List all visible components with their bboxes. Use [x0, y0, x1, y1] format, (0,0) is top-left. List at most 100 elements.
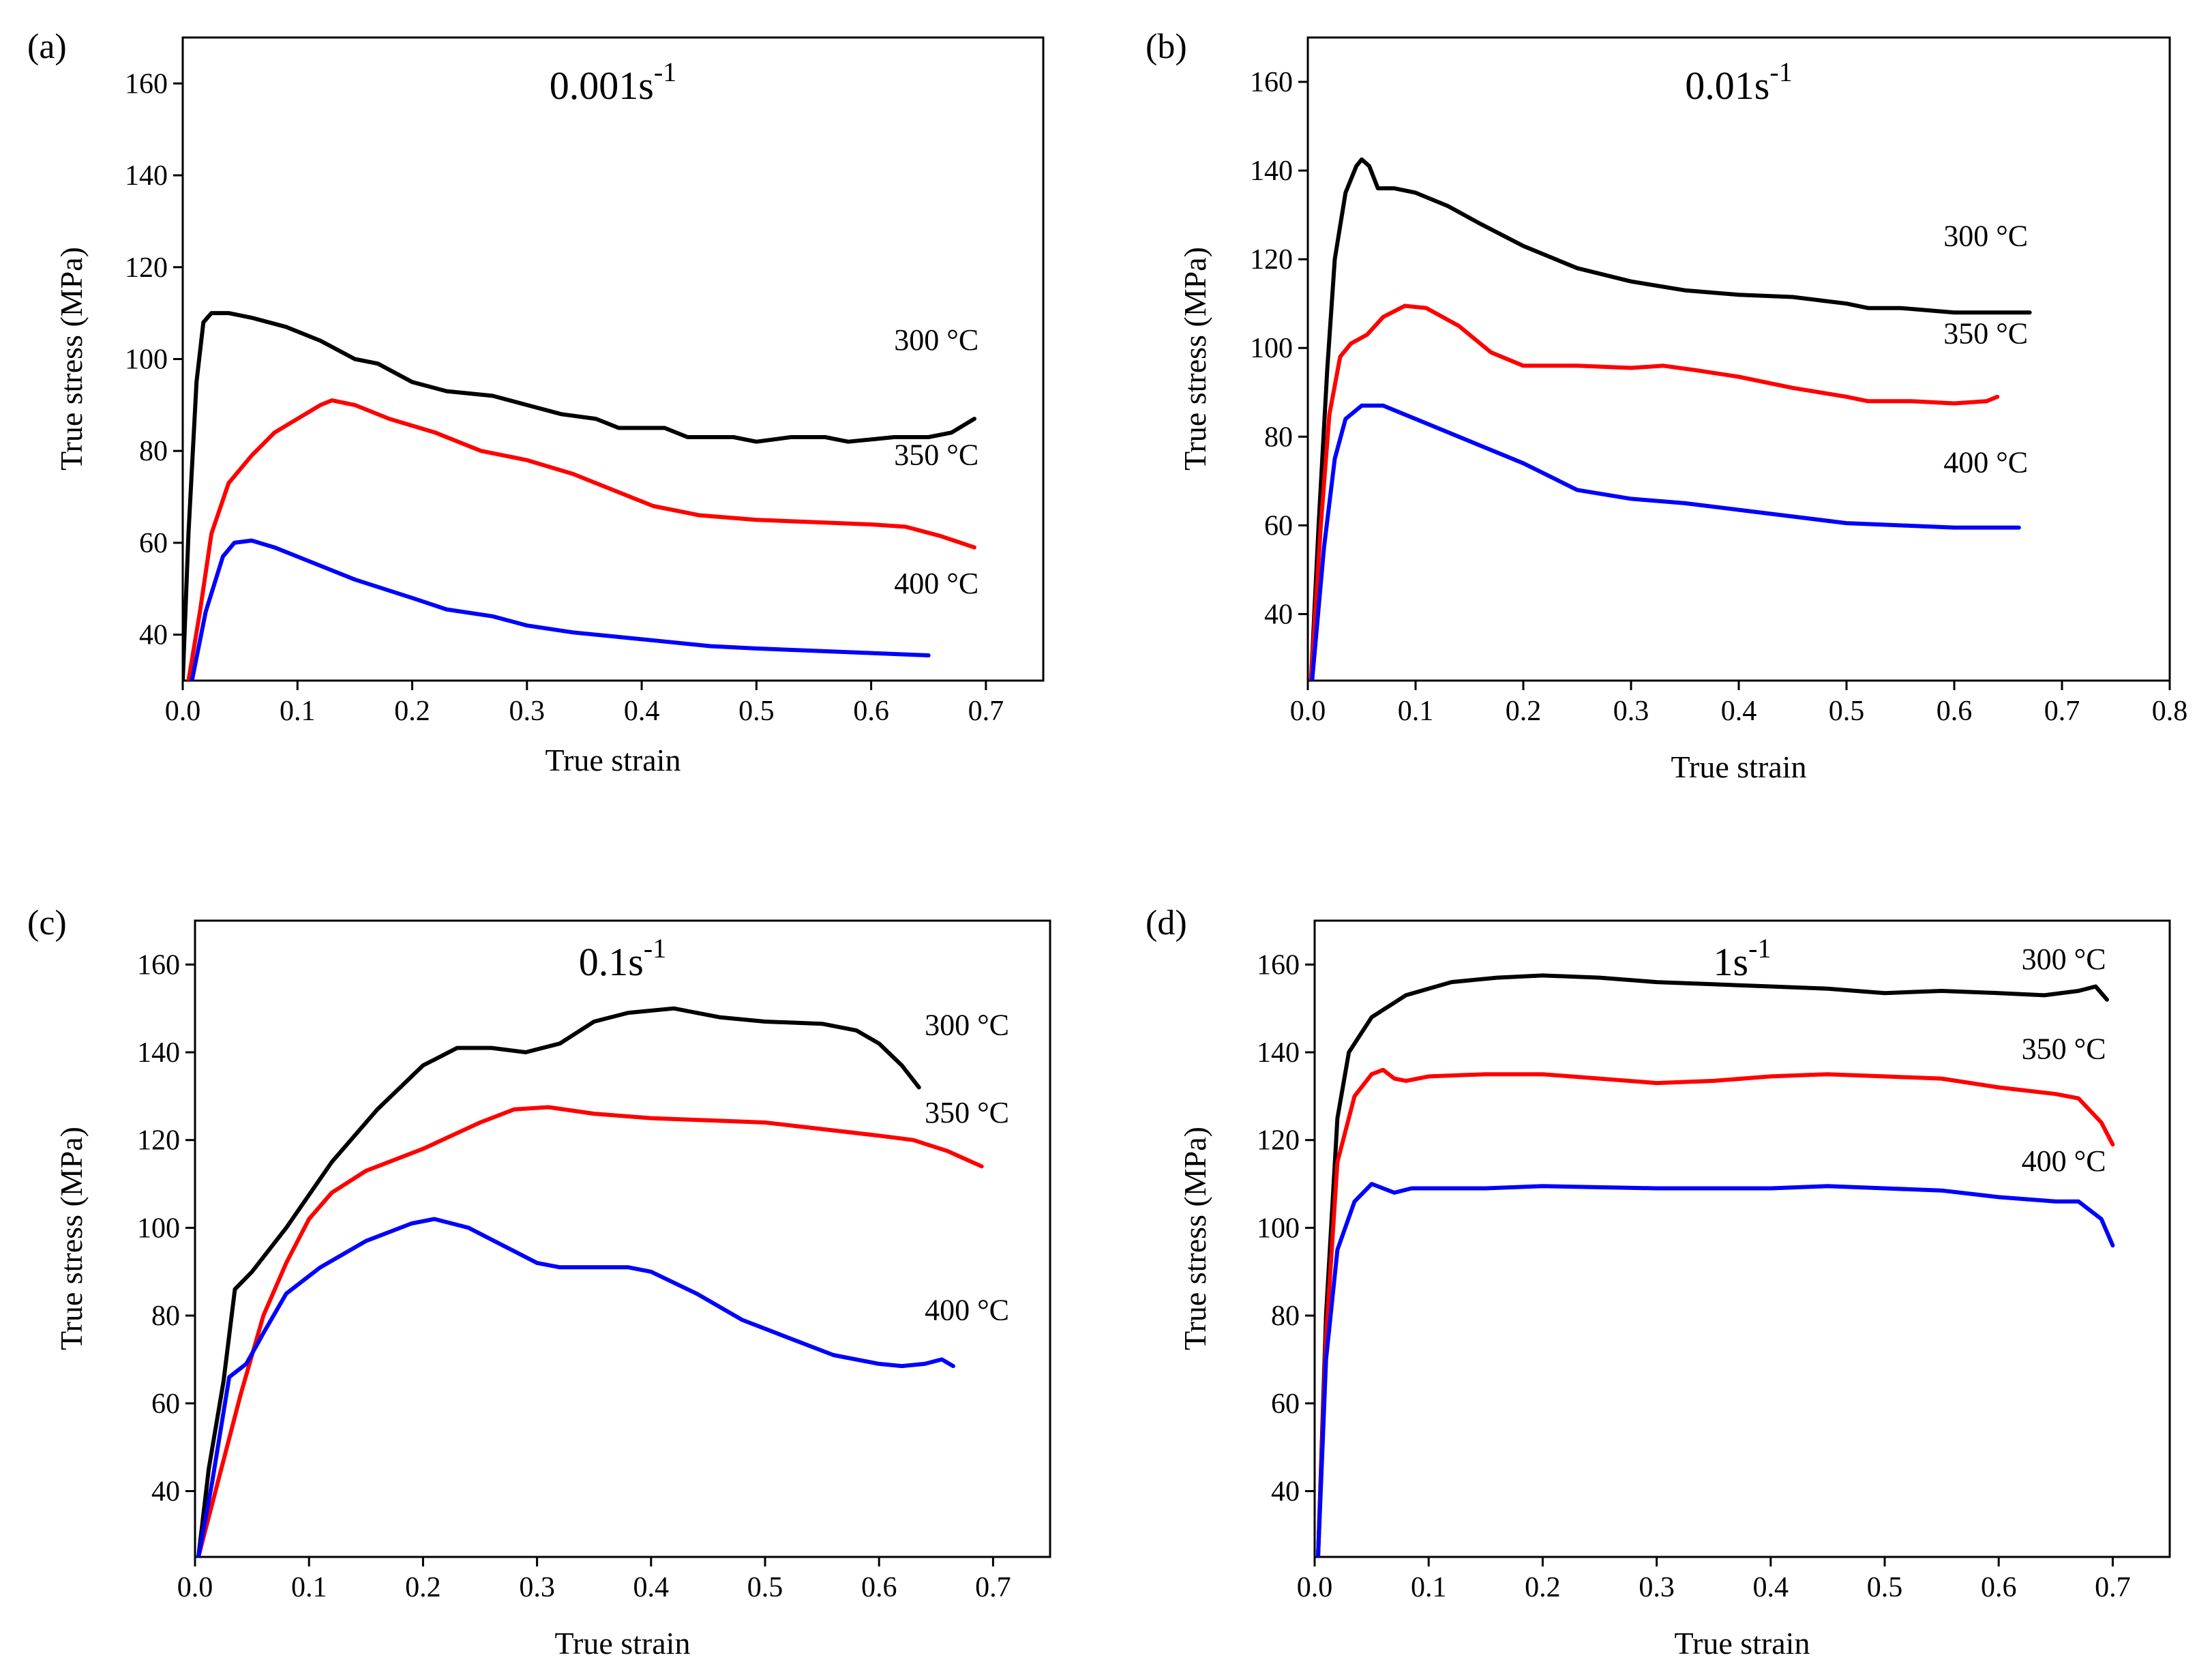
series-label-300: 300 °C [925, 1008, 1009, 1041]
x-tick-label: 0.4 [1721, 696, 1757, 727]
x-axis-title: True strain [1675, 1626, 1810, 1661]
y-tick-label: 140 [125, 160, 168, 192]
y-tick-label: 140 [1257, 1037, 1300, 1069]
series-line-350 [186, 398, 976, 681]
x-tick-label: 0.4 [633, 1572, 670, 1603]
y-tick-label: 80 [151, 1301, 180, 1332]
y-tick-label: 60 [139, 528, 168, 559]
plot-frame [194, 919, 1051, 1558]
strain-rate-title: 0.01s-1 [1685, 57, 1792, 108]
series-label-300: 300 °C [2022, 942, 2106, 976]
series-line-350 [1316, 1067, 2115, 1557]
panel-c: 0.0 0.1 0.2 0.3 0.4 0.5 0.6 0.7 40 60 80 100 120 140 1… [27, 904, 1051, 1661]
series-label-400: 400 °C [894, 567, 978, 600]
series-line-400 [190, 538, 931, 681]
y-tick-label: 40 [151, 1476, 180, 1507]
strain-rate-title: 0.1s-1 [579, 933, 666, 984]
y-axis-title: True stress (MPa) [1178, 247, 1212, 471]
x-tick-label: 0.2 [394, 696, 430, 727]
y-tick-label: 140 [1250, 155, 1293, 187]
y-tick-label: 140 [137, 1037, 180, 1069]
x-tick-label: 0.6 [853, 696, 889, 727]
x-tick-label: 0.6 [861, 1572, 897, 1603]
y-tick-label: 160 [1257, 949, 1300, 981]
x-tick-label: 0.7 [2095, 1572, 2131, 1603]
x-tick-label: 0.2 [1525, 1572, 1561, 1603]
strain-rate-title: 1s-1 [1714, 933, 1772, 984]
y-tick-label: 40 [139, 620, 168, 651]
strain-rate-exponent: -1 [644, 933, 666, 964]
y-tick-label: 40 [1271, 1476, 1300, 1507]
x-tick-label: 0.3 [1639, 1572, 1675, 1603]
y-axis-title: True stress (MPa) [1178, 1127, 1212, 1350]
x-tick-label: 0.4 [624, 696, 660, 727]
panel-label: (d) [1146, 904, 1187, 942]
x-tick-label: 0.2 [1506, 696, 1542, 727]
y-tick-label: 100 [137, 1213, 180, 1244]
x-tick-label: 0.5 [1867, 1572, 1903, 1603]
panel-d: 0.0 0.1 0.2 0.3 0.4 0.5 0.6 0.7 40 60 80 100 120 140 1… [1146, 904, 2171, 1661]
series-line-300 [196, 1006, 921, 1557]
series-line-300 [183, 311, 976, 681]
panel-a: 0.0 0.1 0.2 0.3 0.4 0.5 0.6 0.7 40 60 80 100 120 140 1… [27, 27, 1045, 777]
panel-label: (c) [27, 904, 67, 942]
x-tick-label: 0.5 [1829, 696, 1865, 727]
panel-b: 0.0 0.1 0.2 0.3 0.4 0.5 0.6 0.7 0.8 40 60 80 100 120 1… [1146, 27, 2187, 784]
series-label-350: 350 °C [1943, 317, 2028, 351]
series-label-300: 300 °C [1943, 220, 2028, 253]
series-line-400 [1310, 403, 2021, 681]
y-axis-title: True stress (MPa) [54, 247, 89, 471]
y-tick-label: 80 [1271, 1301, 1300, 1332]
x-tick-label: 0.6 [1937, 696, 1973, 727]
panel-label: (a) [27, 27, 67, 66]
x-tick-label: 0.7 [2044, 696, 2080, 727]
y-tick-label: 80 [139, 436, 168, 467]
series-label-400: 400 °C [2022, 1144, 2106, 1178]
y-tick-label: 160 [137, 949, 180, 981]
x-tick-label: 0.5 [747, 1572, 783, 1603]
x-tick-label: 0.1 [291, 1572, 327, 1603]
series-line-400 [1316, 1182, 2115, 1557]
x-tick-label: 0.3 [1613, 696, 1649, 727]
x-tick-label: 0.3 [509, 696, 545, 727]
x-tick-label: 0.0 [177, 1572, 213, 1603]
y-tick-label: 160 [125, 68, 168, 100]
series-line-350 [196, 1105, 984, 1557]
strain-rate-exponent: -1 [1748, 933, 1771, 964]
strain-rate-value: 0.001s [550, 63, 654, 108]
strain-rate-exponent: -1 [1769, 57, 1792, 87]
panel-label: (b) [1146, 27, 1187, 66]
series-line-300 [1309, 157, 2032, 681]
series-label-300: 300 °C [894, 323, 978, 357]
y-tick-label: 60 [1264, 510, 1293, 541]
x-axis-title: True strain [545, 743, 681, 777]
strain-rate-value: 1s [1714, 940, 1749, 984]
x-tick-label: 0.0 [1297, 1572, 1333, 1603]
y-axis-title: True stress (MPa) [54, 1127, 89, 1350]
y-tick-label: 120 [137, 1125, 180, 1157]
y-tick-label: 160 [1250, 67, 1293, 98]
series-line-400 [196, 1217, 955, 1557]
y-tick-label: 120 [1257, 1125, 1300, 1157]
series-line-350 [1309, 303, 2000, 681]
y-tick-label: 120 [125, 252, 168, 284]
series-label-400: 400 °C [1943, 445, 2028, 479]
x-tick-label: 0.1 [280, 696, 316, 727]
x-tick-label: 0.0 [1290, 696, 1326, 727]
strain-rate-value: 0.1s [579, 940, 644, 984]
x-tick-label: 0.2 [405, 1572, 441, 1603]
y-tick-label: 60 [1271, 1388, 1300, 1420]
x-tick-label: 0.4 [1753, 1572, 1789, 1603]
x-tick-label: 0.1 [1398, 696, 1434, 727]
x-tick-label: 0.1 [1411, 1572, 1447, 1603]
series-label-350: 350 °C [2022, 1032, 2106, 1066]
series-label-350: 350 °C [925, 1096, 1009, 1129]
y-tick-label: 40 [1264, 599, 1293, 630]
x-tick-label: 0.8 [2152, 696, 2188, 727]
y-tick-label: 60 [151, 1388, 180, 1420]
x-tick-label: 0.6 [1981, 1572, 2017, 1603]
plot-frame [1313, 919, 2171, 1558]
y-tick-label: 80 [1264, 421, 1293, 453]
x-axis-title: True strain [555, 1626, 691, 1661]
